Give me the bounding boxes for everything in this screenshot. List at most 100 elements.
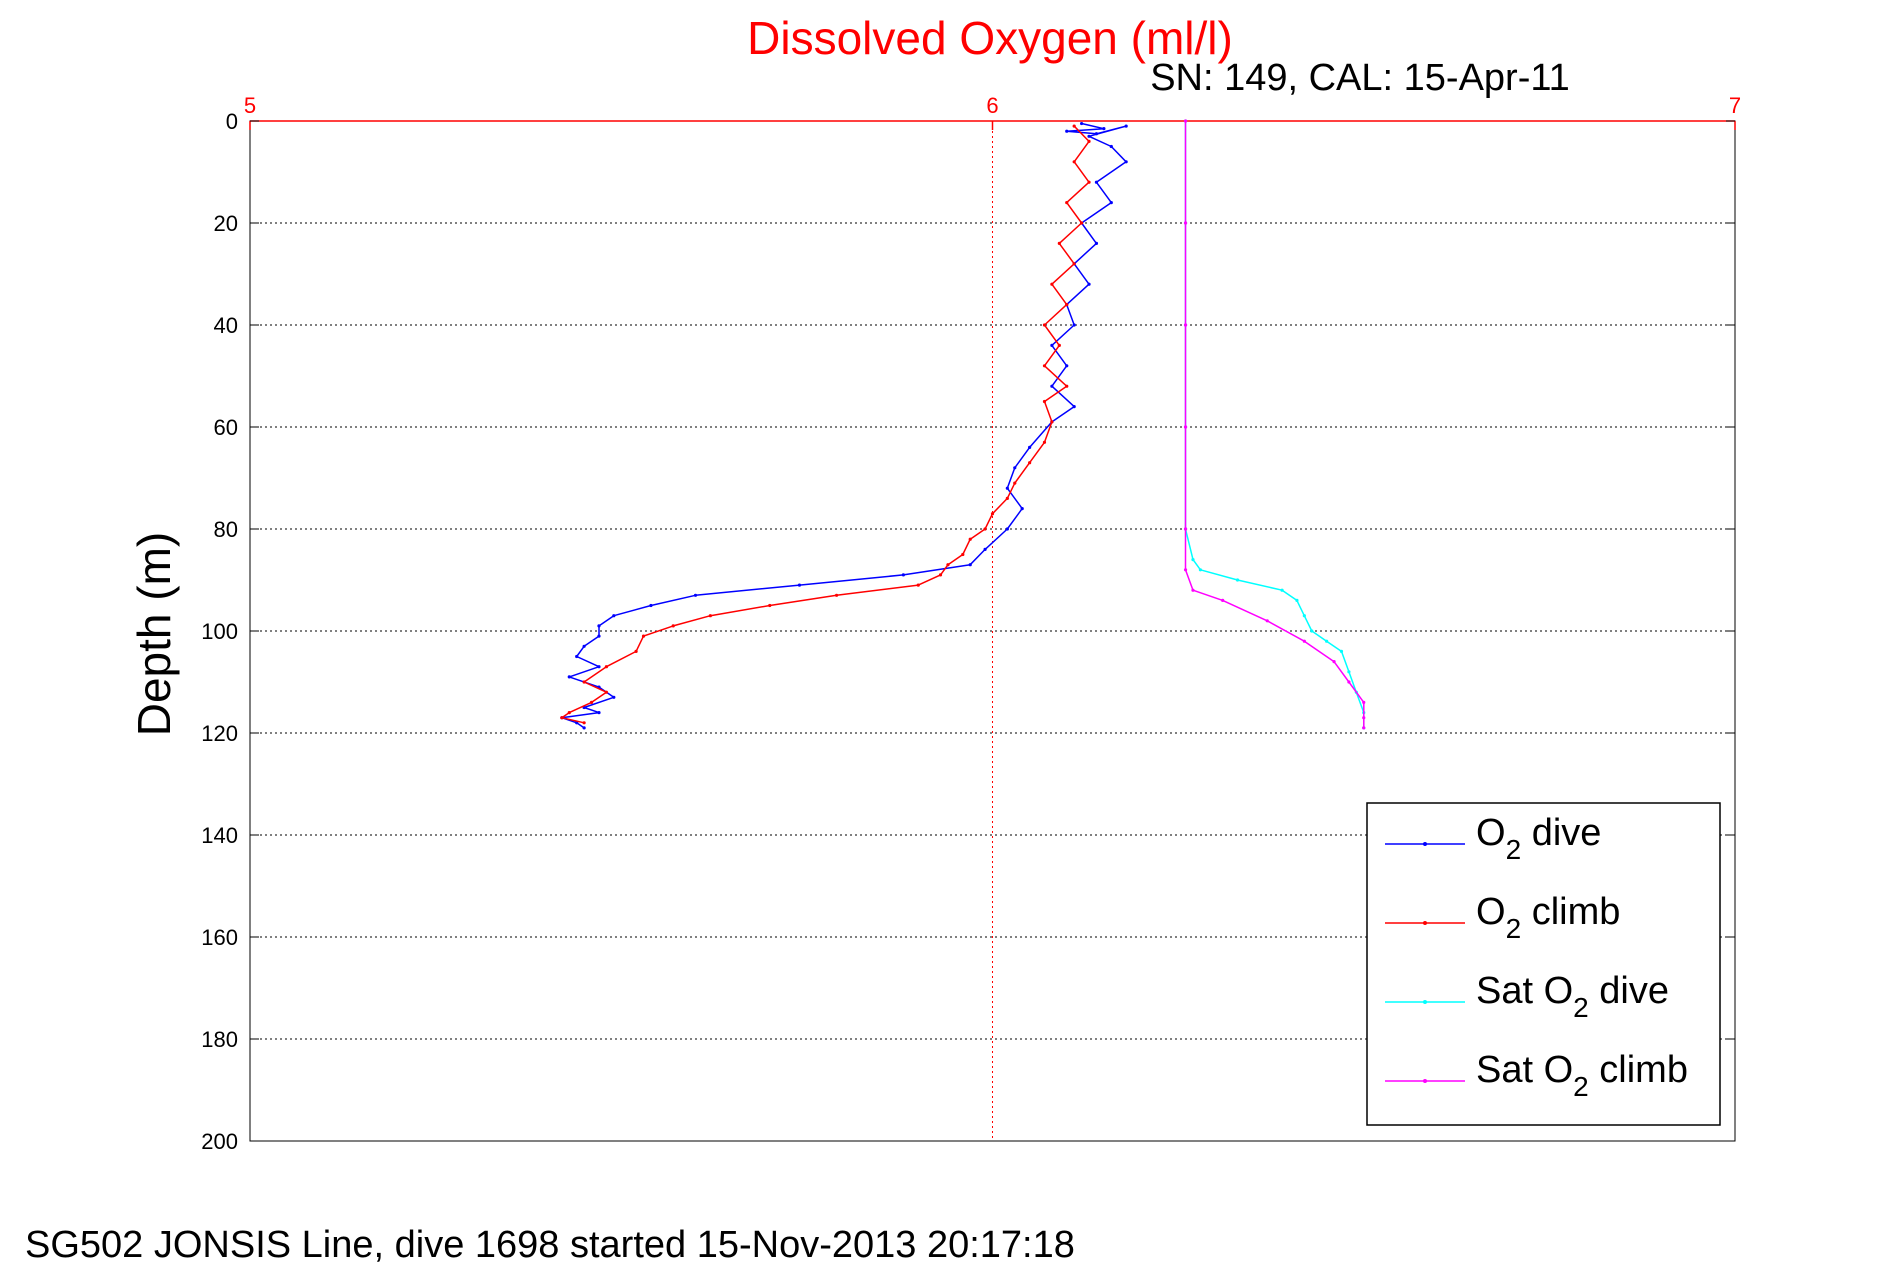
data-point (1347, 670, 1351, 674)
data-point (1094, 180, 1099, 184)
data-point (1094, 241, 1099, 245)
y-tick-label: 100 (201, 619, 238, 644)
chart-subtitle: SN: 149, CAL: 15-Apr-11 (1150, 57, 1570, 99)
y-tick-label: 40 (214, 313, 238, 338)
data-point (567, 711, 571, 715)
data-point (938, 573, 943, 577)
x-tick-label: 6 (986, 93, 998, 118)
legend-entry-1: O2 dive (1385, 812, 1601, 865)
x-tick-label: 7 (1729, 93, 1741, 118)
data-point (1265, 619, 1269, 623)
data-point (1302, 639, 1306, 643)
x-axis-ticks: 5 6 7 (244, 93, 1741, 130)
data-point (1042, 323, 1047, 327)
data-point (1013, 481, 1017, 485)
data-point (834, 593, 839, 597)
data-point (1065, 364, 1069, 368)
data-point (1124, 160, 1128, 164)
data-point (612, 614, 616, 618)
y-axis-ticks: 0 20 40 60 80 100 120 140 160 180 200 (201, 109, 1735, 1154)
data-point (1065, 384, 1069, 388)
data-point (1198, 568, 1202, 572)
data-point (983, 547, 987, 552)
data-point (582, 680, 586, 684)
data-point (1028, 461, 1032, 465)
data-point (983, 527, 987, 531)
data-point (597, 665, 601, 669)
data-point (1087, 134, 1091, 138)
x-tick-label: 5 (244, 93, 256, 118)
data-point (597, 634, 601, 638)
y-tick-label: 0 (226, 109, 238, 134)
data-point (1191, 558, 1195, 562)
y-tick-label: 80 (214, 517, 238, 542)
y-tick-label: 60 (214, 415, 238, 440)
legend: O2 dive O2 climb Sat O2 dive Sat O2 climb (1366, 802, 1721, 1126)
data-point (634, 649, 638, 654)
data-point (693, 593, 698, 597)
data-point (582, 644, 586, 648)
data-point (1050, 420, 1054, 424)
data-point (1302, 614, 1306, 618)
series-line (561, 125, 1090, 724)
legend-swatch-marker (1423, 842, 1427, 846)
data-point (1362, 716, 1366, 720)
legend-entry-3: Sat O2 dive (1385, 970, 1669, 1023)
data-point (797, 583, 802, 587)
data-point (1183, 425, 1188, 429)
data-point (671, 624, 675, 628)
legend-label: O2 climb (1476, 891, 1620, 944)
data-point (1050, 343, 1054, 347)
data-point (1080, 121, 1084, 126)
series-1 (560, 121, 1128, 730)
data-point (1295, 598, 1299, 603)
data-point (597, 711, 601, 715)
data-point (1235, 578, 1240, 582)
data-point (1065, 129, 1069, 133)
data-point (1072, 160, 1076, 164)
data-point (1362, 700, 1366, 705)
data-point (1221, 598, 1225, 603)
legend-swatch-marker (1423, 1000, 1427, 1004)
data-point (968, 563, 972, 567)
data-point (1102, 127, 1106, 131)
data-point (916, 583, 920, 587)
data-point (1280, 588, 1284, 592)
data-point (1065, 201, 1069, 205)
data-point (901, 573, 906, 577)
data-point (1072, 124, 1076, 128)
y-tick-label: 20 (214, 211, 238, 236)
data-point (1347, 680, 1351, 684)
data-point (582, 721, 586, 725)
data-point (1042, 364, 1047, 368)
data-point (1050, 282, 1054, 286)
data-point (597, 624, 601, 628)
legend-entry-4: Sat O2 climb (1385, 1049, 1688, 1102)
data-point (1013, 466, 1017, 470)
data-point (1057, 343, 1061, 347)
data-point (961, 552, 965, 557)
data-point (1191, 588, 1195, 592)
data-point (1183, 119, 1188, 123)
y-axis-label: Depth (m) (128, 532, 180, 736)
y-tick-label: 200 (201, 1129, 238, 1154)
data-point (1094, 132, 1099, 136)
data-point (990, 512, 995, 516)
data-point (612, 695, 616, 699)
data-point (1183, 323, 1188, 327)
data-point (649, 603, 653, 608)
series-layer (560, 119, 1366, 730)
data-point (1057, 241, 1061, 245)
data-point (567, 675, 571, 679)
data-point (1005, 496, 1009, 500)
data-point (560, 716, 564, 720)
data-point (1183, 527, 1188, 531)
legend-label: O2 dive (1476, 812, 1601, 865)
chart-title: Dissolved Oxygen (ml/l) (747, 12, 1233, 64)
legend-swatch-marker (1423, 921, 1427, 925)
data-point (1087, 282, 1091, 286)
data-point (1310, 629, 1314, 633)
y-tick-label: 180 (201, 1027, 238, 1052)
data-point (1072, 262, 1076, 266)
